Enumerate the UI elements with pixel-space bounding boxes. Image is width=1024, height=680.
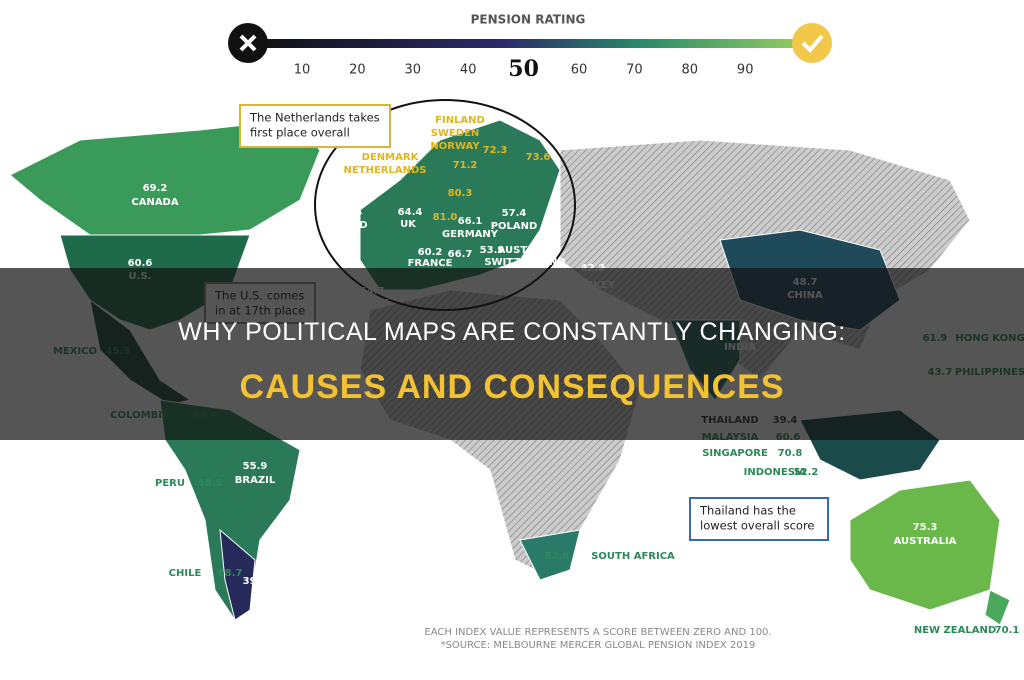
country-name: ARGENTINA (282, 597, 348, 608)
legend-high-icon (792, 23, 832, 63)
country-name: AUSTRIA (498, 245, 547, 256)
country-value: 39.5 (243, 576, 268, 587)
legend-tick: 30 (405, 63, 422, 78)
country-value: 73.6 (526, 152, 551, 163)
country-name: GERMANY (442, 229, 499, 240)
country-value: 64.4 (398, 207, 423, 218)
country-name: NEW ZEALAND (914, 625, 996, 636)
country-value: 70.1 (995, 625, 1020, 636)
x-icon (239, 34, 257, 52)
callout-text: The Netherlands takes (249, 111, 380, 125)
country-value: 70.8 (778, 448, 803, 459)
legend-tick: 20 (349, 63, 366, 78)
callout-text: lowest overall score (700, 519, 815, 533)
country-value: 60.6 (128, 258, 153, 269)
footnote-line: EACH INDEX VALUE REPRESENTS A SCORE BETW… (424, 627, 771, 638)
country-value: 81.0 (433, 212, 458, 223)
country-name: NETHERLANDS (344, 165, 427, 176)
country-value: 71.2 (453, 160, 478, 171)
country-name: SOUTH AFRICA (591, 551, 675, 562)
legend-bar (250, 39, 810, 48)
check-icon (801, 34, 824, 53)
legend-title: PENSION RATING (471, 13, 586, 27)
country-value: 69.2 (143, 183, 168, 194)
footnote-line: *SOURCE: MELBOURNE MERCER GLOBAL PENSION… (441, 640, 756, 651)
country-value: 72.3 (483, 145, 508, 156)
country-name: AUSTRALIA (894, 536, 957, 547)
legend-tick: 80 (682, 63, 699, 78)
footnote: EACH INDEX VALUE REPRESENTS A SCORE BETW… (424, 627, 771, 651)
legend-tick: 70 (626, 63, 643, 78)
title-band (0, 268, 1024, 440)
country-name: UK (400, 219, 417, 230)
country-name: FINLAND (435, 115, 485, 126)
country-name: POLAND (491, 221, 538, 232)
country-value: 66.7 (448, 249, 473, 260)
country-value: 80.3 (448, 188, 473, 199)
country-name: INDONESIA (744, 467, 807, 478)
country-name: IRELAND (318, 220, 367, 231)
title-line: WHY POLITICAL MAPS ARE CONSTANTLY CHANGI… (178, 318, 846, 346)
country-name: FRANCE (408, 258, 453, 269)
callout-box (239, 104, 391, 148)
country-name: SINGAPORE (702, 448, 768, 459)
country-value: 55.9 (243, 461, 268, 472)
country-value: 58.5 (198, 478, 223, 489)
country-value: 57.4 (502, 208, 527, 219)
country-value: 75.3 (913, 522, 938, 533)
country-name: CANADA (131, 197, 178, 208)
country-name: NORWAY (430, 141, 480, 152)
callout-text: first place overall (250, 126, 350, 140)
legend-tick: 90 (737, 63, 754, 78)
legend-tick: 40 (460, 63, 477, 78)
country-name: SWITZERLAND (484, 257, 565, 268)
country-value: 53.9 (480, 245, 505, 256)
country-name: BRAZIL (235, 475, 276, 486)
country-name: PERU (155, 478, 185, 489)
country-name: CHILE (169, 568, 202, 579)
country-value: 58.4 (338, 207, 363, 218)
country-name: SWEDEN (431, 128, 480, 139)
country-name: DENMARK (362, 152, 420, 163)
country-value: 66.1 (458, 216, 483, 227)
country-value: 52.6 (545, 551, 570, 562)
legend-tick: 10 (294, 63, 311, 78)
country-value: 52.2 (794, 467, 819, 478)
country-value: 68.7 (218, 568, 243, 579)
country-value: 60.2 (418, 247, 443, 258)
legend-tick: 60 (571, 63, 588, 78)
callout-box (689, 497, 829, 541)
callout-text: Thailand has the (699, 504, 796, 518)
legend-tick: 50 (508, 56, 539, 82)
legend: PENSION RATING 10 20 30 40 50 60 70 80 90 (228, 13, 832, 82)
title-line: CAUSES AND CONSEQUENCES (239, 368, 785, 406)
